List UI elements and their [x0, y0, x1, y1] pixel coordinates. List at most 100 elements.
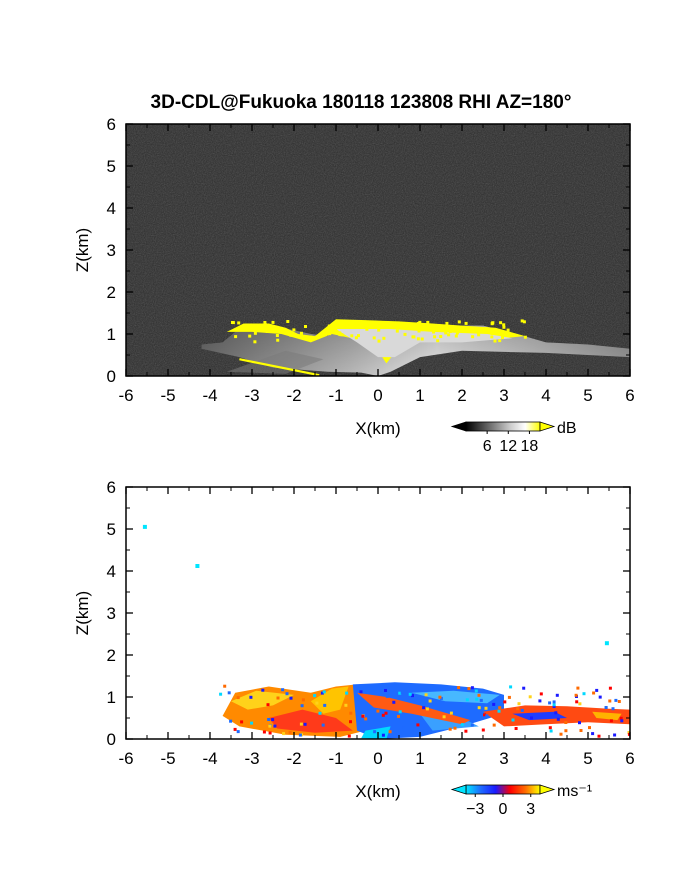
high-echo-speckle [253, 340, 257, 344]
velocity-speckle [556, 717, 560, 721]
velocity-speckle [507, 695, 511, 699]
high-echo-speckle [445, 329, 449, 333]
high-echo-speckle [253, 331, 257, 335]
high-echo-speckle [265, 330, 269, 333]
velocity-speckle [347, 734, 351, 738]
velocity-speckle [485, 714, 489, 718]
velocity-speckle [273, 724, 277, 728]
velocity-speckle [509, 685, 513, 689]
x-tick-label: -4 [202, 749, 217, 768]
y-tick-label: 2 [107, 646, 116, 665]
x-tick-label: -1 [328, 749, 343, 768]
velocity-speckle [548, 701, 552, 705]
high-echo-speckle [432, 326, 436, 330]
high-echo-speckle [455, 331, 459, 335]
y-tick-label: 5 [107, 520, 116, 539]
velocity-speckle [411, 694, 414, 698]
y-tick-label: 0 [107, 367, 116, 386]
x-tick-label: -4 [202, 386, 217, 405]
velocity-speckle [219, 692, 223, 696]
velocity-panel: -6 -5 -4 -3 -2 -1 0 1 2 3 4 5 6 0 1 2 3 4 5 6 X(km) Z(km) m… [73, 478, 635, 818]
velocity-speckle [323, 703, 327, 707]
y-tick-label: 4 [107, 199, 116, 218]
high-echo-speckle [276, 338, 280, 342]
high-echo-speckle [420, 337, 424, 341]
velocity-speckle [381, 733, 385, 737]
high-echo-speckle [436, 339, 440, 343]
high-echo-speckle [507, 332, 511, 335]
y-tick-label: 4 [107, 562, 116, 581]
high-echo-speckle [340, 321, 344, 325]
x-tick-label: -3 [244, 386, 259, 405]
velocity-speckle [578, 721, 581, 725]
velocity-speckle [528, 695, 532, 699]
velocity-speckle [289, 696, 293, 700]
high-echo-speckle [447, 333, 451, 337]
receding-low-layer-blue [512, 711, 567, 721]
velocity-speckle [298, 733, 302, 737]
x-tick-label: 2 [457, 386, 466, 405]
velocity-speckle [233, 727, 237, 731]
high-echo-speckle [263, 323, 267, 327]
velocity-speckle [373, 730, 377, 734]
velocity-speckle [392, 700, 396, 704]
high-echo-speckle [502, 323, 506, 327]
velocity-speckle [595, 688, 599, 692]
high-echo-speckle [395, 329, 399, 333]
high-echo-speckle [309, 335, 313, 339]
velocity-speckle [617, 700, 621, 703]
velocity-speckle [268, 731, 272, 735]
velocity-speckle [484, 706, 488, 710]
x-tick-label: -2 [286, 749, 301, 768]
velocity-point [604, 641, 609, 646]
velocity-speckle [465, 705, 469, 709]
high-echo-speckle [403, 332, 407, 336]
velocity-speckle [479, 698, 483, 702]
velocity-speckle [385, 694, 389, 698]
high-echo-speckle [300, 331, 303, 335]
velocity-speckle [582, 692, 586, 696]
velocity-speckle [574, 693, 578, 697]
velocity-speckle [262, 730, 266, 734]
colorbar-tick-label: 12 [499, 438, 517, 455]
velocity-speckle [457, 686, 461, 690]
x-tick-label: -5 [160, 386, 175, 405]
receding-region-core [268, 709, 353, 733]
velocity-speckle [438, 695, 442, 699]
y-tick-label: 5 [107, 157, 116, 176]
velocity-speckle [267, 718, 271, 721]
velocity-speckle [552, 703, 556, 707]
velocity-speckle [516, 707, 520, 711]
velocity-speckle [627, 732, 630, 736]
velocity-speckle [619, 716, 623, 720]
velocity-speckle [492, 723, 496, 727]
high-echo-speckle [444, 331, 448, 335]
velocity-speckle [522, 686, 526, 690]
velocity-speckle [591, 732, 595, 736]
high-echo-speckle [412, 335, 416, 339]
colorbar-ramp [465, 421, 541, 432]
receding-region-strong [231, 690, 294, 710]
velocity-speckle [229, 719, 233, 723]
velocity-speckle [474, 689, 478, 693]
colorbar-tick-label: 18 [521, 438, 539, 455]
velocity-speckle [503, 700, 507, 704]
y-tick-label: 6 [107, 478, 116, 497]
velocity-speckle [227, 691, 231, 695]
velocity-speckle [398, 710, 402, 714]
colorbar-tick-label: 0 [499, 801, 508, 818]
high-echo-edge [239, 358, 320, 376]
velocity-speckle [548, 726, 552, 730]
x-tick-label: 4 [541, 386, 550, 405]
velocity-speckle [313, 694, 317, 698]
velocity-speckle [477, 693, 481, 697]
velocity-speckle [422, 706, 426, 710]
high-echo-speckle [269, 325, 273, 329]
receding-low-layer-yellow [592, 711, 622, 721]
high-echo-speckle [248, 334, 252, 338]
velocity-speckle [320, 691, 324, 695]
x-tick-label: 1 [415, 749, 424, 768]
velocity-speckle [318, 711, 322, 715]
